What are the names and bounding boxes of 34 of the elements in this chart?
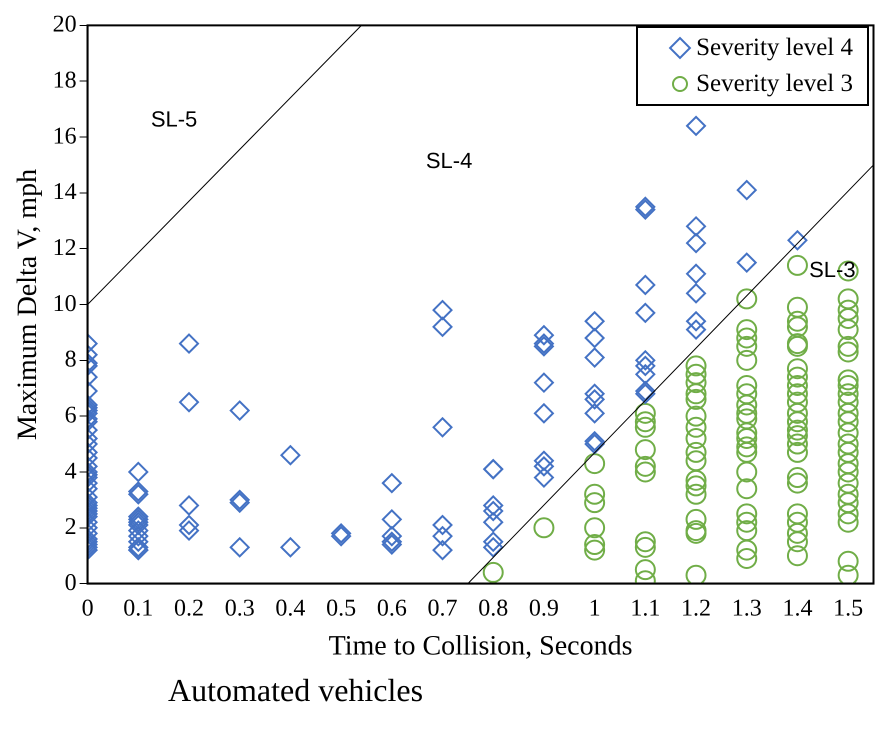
- annotation: SL-5: [150, 106, 198, 132]
- x-tick-label: 0.9: [528, 595, 559, 622]
- legend-label: Severity level 3: [696, 69, 853, 99]
- x-tick-label: 1: [588, 595, 601, 622]
- y-tick-label: 8: [64, 346, 77, 373]
- legend-label: Severity level 4: [696, 33, 853, 63]
- y-axis-title: Maximum Delta V, mph: [12, 168, 44, 440]
- y-tick-label: 0: [64, 570, 77, 596]
- y-tick-label: 20: [52, 12, 77, 38]
- x-axis-title: Time to Collision, Seconds: [328, 630, 633, 662]
- y-tick-label: 6: [64, 402, 77, 428]
- x-tick-label: 0.1: [123, 595, 154, 622]
- x-tick-label: 0.2: [174, 595, 204, 622]
- y-tick-label: 2: [64, 514, 77, 540]
- x-tick-label: 0.7: [428, 595, 458, 622]
- text: Automated vehicles: [168, 672, 424, 709]
- y-tick-label: 14: [52, 179, 77, 206]
- x-tick-label: 0.5: [326, 595, 356, 622]
- x-tick-label: 0.6: [376, 595, 407, 622]
- annotation: SL-4: [426, 148, 472, 174]
- x-tick-label: 1.4: [782, 595, 812, 622]
- x-tick-label: 0.8: [478, 595, 508, 622]
- y-tick-label: 12: [52, 234, 77, 261]
- y-tick-label: 16: [52, 123, 77, 150]
- y-tick-label: 10: [52, 290, 77, 317]
- x-tick-label: 0: [82, 595, 94, 622]
- x-tick-label: 0.4: [275, 595, 306, 622]
- x-tick-label: 1.2: [681, 595, 712, 622]
- x-tick-label: 1.5: [833, 595, 864, 622]
- x-tick-label: 1.3: [732, 595, 762, 622]
- x-tick-label: 0.3: [224, 595, 255, 622]
- y-tick-label: 4: [64, 458, 77, 484]
- x-tick-label: 1.1: [630, 595, 660, 622]
- y-tick-label: 18: [52, 68, 77, 94]
